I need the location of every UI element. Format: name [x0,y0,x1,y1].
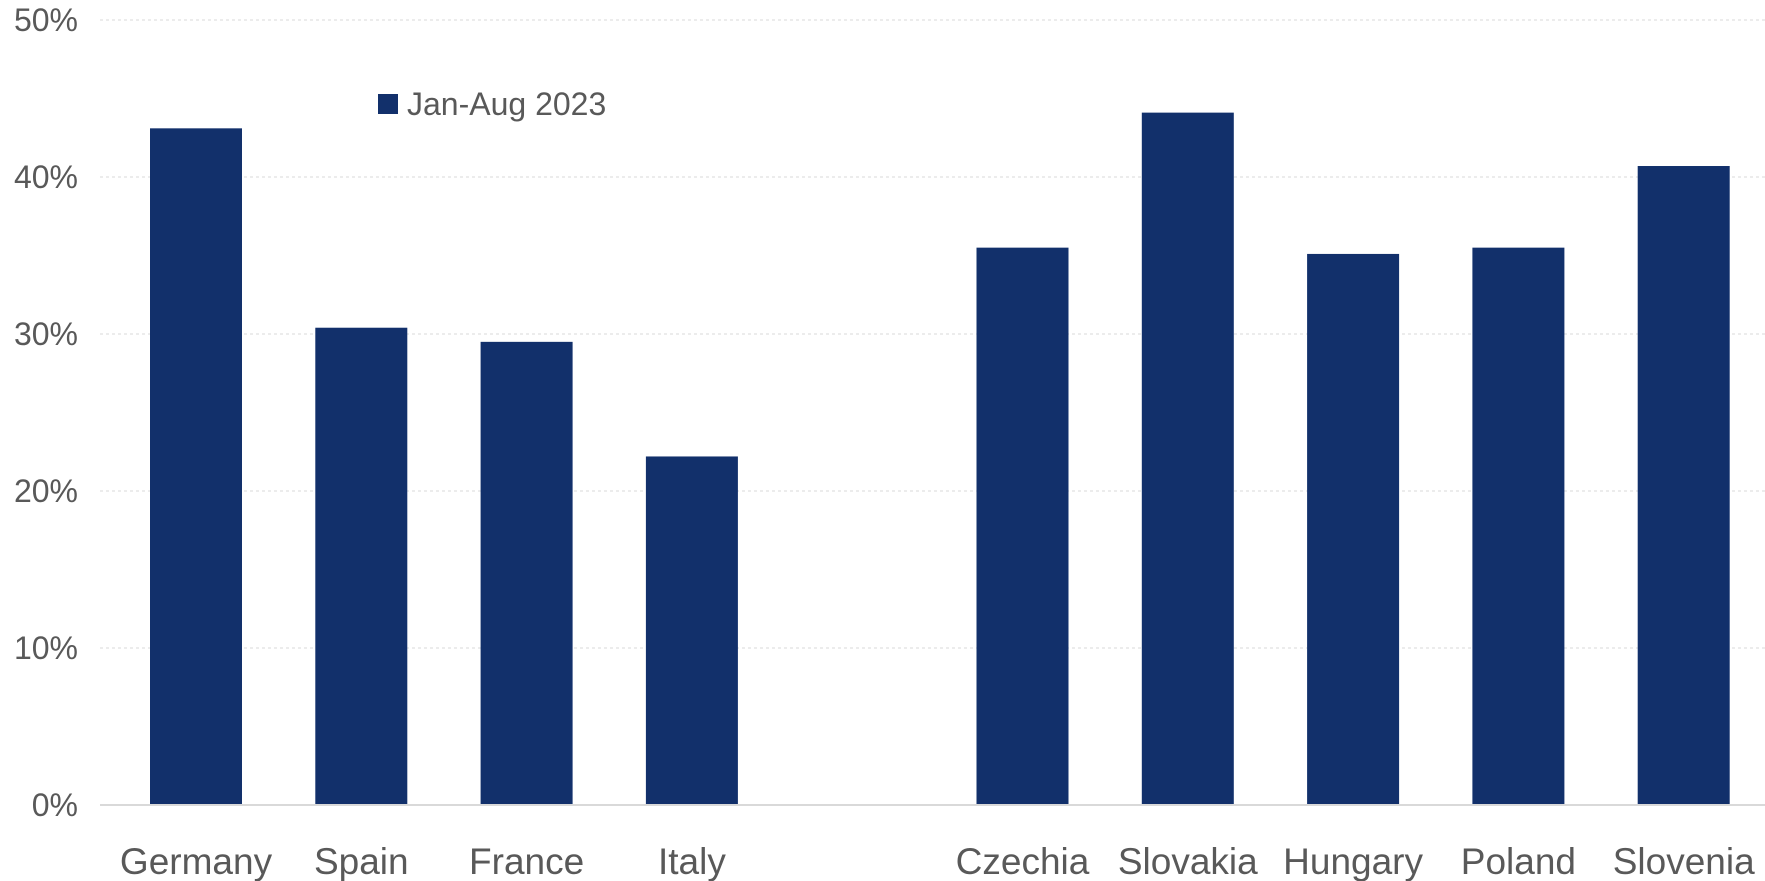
bar-france [480,341,573,805]
x-category-label: France [469,841,584,881]
x-category-label: Germany [120,841,273,881]
legend: Jan-Aug 2023 [378,86,606,122]
y-tick-label: 0% [32,787,78,823]
x-category-label: Poland [1461,841,1576,881]
y-tick-label: 40% [14,159,78,195]
x-category-label: Czechia [956,841,1090,881]
bar-poland [1472,247,1565,805]
y-tick-label: 50% [14,2,78,38]
bar-italy [645,456,738,805]
bar-spain [315,327,408,805]
x-axis-category-labels: Germany Spain France Italy Czechia Slovakia Hu… [120,841,1755,881]
x-category-label: Slovakia [1118,841,1258,881]
x-category-label: Spain [314,841,409,881]
y-tick-label: 10% [14,630,78,666]
y-tick-label: 30% [14,316,78,352]
x-category-label: Slovenia [1613,841,1755,881]
bar-slovenia [1637,166,1730,805]
legend-label: Jan-Aug 2023 [407,86,606,122]
y-tick-label: 20% [14,473,78,509]
y-axis-tick-labels: 0% 10% 20% 30% 40% 50% [14,2,78,823]
x-category-label: Hungary [1283,841,1423,881]
bar-slovakia [1141,112,1234,805]
bar-hungary [1307,253,1400,805]
legend-swatch [378,94,398,114]
bar-czechia [976,247,1069,805]
bars [150,112,1730,805]
x-category-label: Italy [658,841,726,881]
bar-germany [150,128,242,805]
